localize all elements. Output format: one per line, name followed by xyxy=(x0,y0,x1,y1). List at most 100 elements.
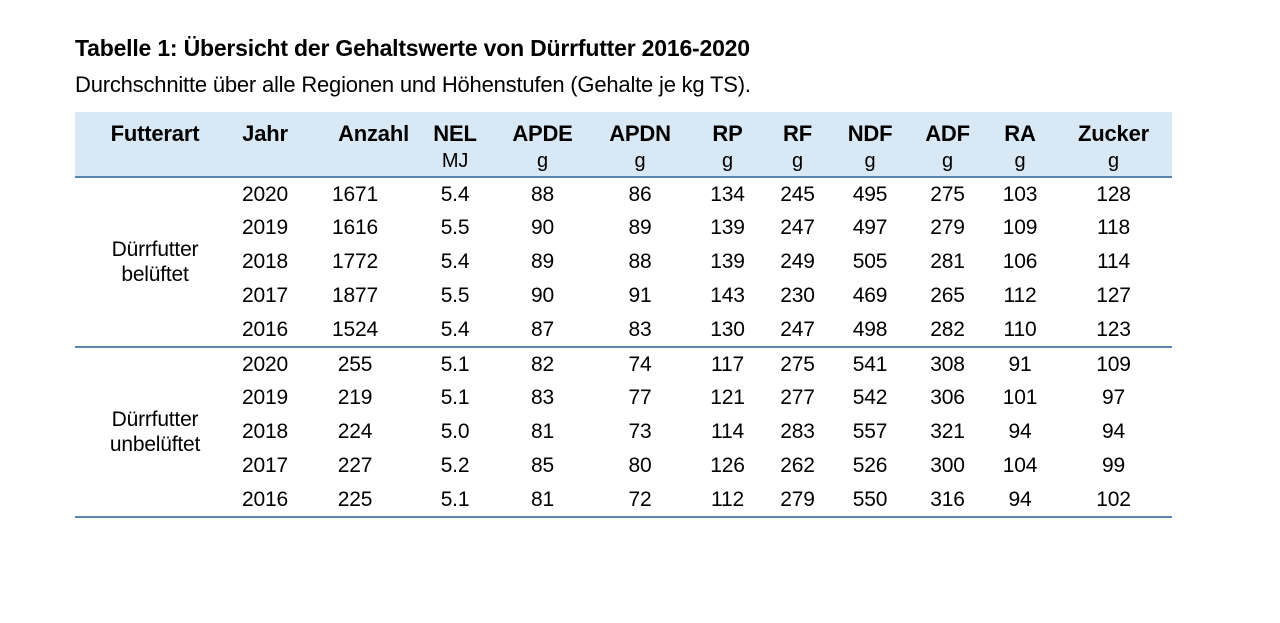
cell-zucker: 114 xyxy=(1097,250,1130,273)
document-page: Tabelle 1: Übersicht der Gehaltswerte vo… xyxy=(75,35,1172,518)
unit-zucker: g xyxy=(1055,150,1172,178)
feed-values-table: Futterart Jahr Anzahl NEL APDE APDN RP R… xyxy=(75,112,1172,518)
column-header-apdn: APDN xyxy=(590,112,690,150)
table-subtitle: Durchschnitte über alle Regionen und Höh… xyxy=(75,72,751,97)
cell-apdn: 89 xyxy=(628,216,652,239)
row-group-label-line: unbelüftet xyxy=(109,433,201,456)
cell-rp: 126 xyxy=(710,454,745,477)
row-group-label: Dürrfutter belüftet xyxy=(75,177,235,347)
cell-nel: 5.2 xyxy=(440,454,470,477)
cell-nel: 5.4 xyxy=(440,250,470,273)
unit-adf: g xyxy=(910,150,985,178)
cell-zucker: 123 xyxy=(1096,317,1131,341)
unit-rf: g xyxy=(765,150,830,178)
cell-ra: 109 xyxy=(1002,216,1038,239)
cell-apdn: 73 xyxy=(628,420,652,443)
cell-jahr: 2017 xyxy=(242,454,288,477)
table-row: 2019 1616 5.5 90 89 139 247 497 279 109 … xyxy=(75,211,1172,245)
header-units-row: MJ g g g g g g g g xyxy=(75,150,1172,178)
cell-rp: 130 xyxy=(710,317,745,341)
cell-apde: 85 xyxy=(531,454,554,477)
cell-apdn: 74 xyxy=(628,352,652,376)
cell-rf: 283 xyxy=(780,420,815,443)
header-labels-row: Futterart Jahr Anzahl NEL APDE APDN RP R… xyxy=(75,112,1172,150)
cell-adf: 321 xyxy=(930,420,965,443)
column-header-nel: NEL xyxy=(415,112,495,150)
cell-anzahl: 219 xyxy=(337,386,373,409)
cell-rp: 139 xyxy=(710,216,745,239)
cell-ndf: 526 xyxy=(852,454,888,477)
cell-ndf: 495 xyxy=(852,182,888,206)
cell-nel: 5.5 xyxy=(440,284,470,307)
column-header-rf: RF xyxy=(765,112,830,150)
unit-rp: g xyxy=(690,150,765,178)
cell-rp: 143 xyxy=(710,284,745,307)
row-group-label-line: Dürrfutter xyxy=(111,408,199,431)
cell-anzahl: 1772 xyxy=(332,250,378,273)
cell-apdn: 83 xyxy=(628,317,652,341)
cell-ndf: 469 xyxy=(852,284,888,307)
cell-ra: 101 xyxy=(1002,386,1038,409)
cell-rf: 249 xyxy=(780,250,815,273)
cell-anzahl: 225 xyxy=(337,487,373,511)
row-group-label-line: Dürrfutter xyxy=(111,238,199,261)
column-header-jahr: Jahr xyxy=(235,112,295,150)
cell-apde: 82 xyxy=(531,352,554,376)
cell-adf: 306 xyxy=(930,386,965,409)
cell-rp: 114 xyxy=(711,420,744,443)
unit-ra: g xyxy=(985,150,1055,178)
table-row: 2016 1524 5.4 87 83 130 247 498 282 110 … xyxy=(75,313,1172,347)
unit-nel: MJ xyxy=(415,150,495,178)
cell-anzahl: 1877 xyxy=(332,284,378,307)
cell-jahr: 2019 xyxy=(242,216,288,239)
cell-nel: 5.1 xyxy=(440,487,470,511)
cell-ndf: 541 xyxy=(852,352,888,376)
cell-apde: 90 xyxy=(531,216,554,239)
cell-ra: 112 xyxy=(1003,284,1037,307)
cell-rp: 112 xyxy=(711,487,744,511)
cell-ndf: 542 xyxy=(852,386,888,409)
table-row: 2017 227 5.2 85 80 126 262 526 300 104 9… xyxy=(75,449,1172,483)
cell-apde: 89 xyxy=(531,250,554,273)
cell-ra: 106 xyxy=(1002,250,1038,273)
unit-futterart xyxy=(75,150,235,178)
cell-apdn: 77 xyxy=(628,386,652,409)
table-row: 2017 1877 5.5 90 91 143 230 469 265 112 … xyxy=(75,279,1172,313)
cell-ndf: 497 xyxy=(852,216,888,239)
column-header-anzahl: Anzahl xyxy=(295,112,415,150)
cell-zucker: 97 xyxy=(1102,386,1125,409)
cell-nel: 5.1 xyxy=(440,386,470,409)
cell-ra: 94 xyxy=(1008,420,1032,443)
cell-rf: 277 xyxy=(780,386,815,409)
section-unbeluftet: Dürrfutter unbelüftet 2020 255 5.1 82 74… xyxy=(75,347,1172,517)
cell-anzahl: 1524 xyxy=(332,317,378,341)
column-header-ra: RA xyxy=(985,112,1055,150)
cell-ra: 91 xyxy=(1008,352,1032,376)
cell-nel: 5.4 xyxy=(440,317,470,341)
cell-adf: 265 xyxy=(930,284,965,307)
cell-apdn: 91 xyxy=(628,284,652,307)
cell-jahr: 2017 xyxy=(242,284,288,307)
cell-apde: 87 xyxy=(531,317,554,341)
cell-nel: 5.5 xyxy=(440,216,470,239)
cell-adf: 279 xyxy=(930,216,965,239)
cell-adf: 281 xyxy=(930,250,965,273)
cell-nel: 5.0 xyxy=(440,420,470,443)
cell-anzahl: 1671 xyxy=(332,182,378,206)
cell-rf: 247 xyxy=(780,216,815,239)
cell-rp: 121 xyxy=(710,386,745,409)
cell-anzahl: 224 xyxy=(337,420,373,443)
cell-ra: 94 xyxy=(1008,487,1032,511)
table-row: Dürrfutter belüftet 2020 1671 5.4 88 86 … xyxy=(75,177,1172,287)
cell-rf: 230 xyxy=(780,284,815,307)
cell-ndf: 505 xyxy=(852,250,888,273)
cell-jahr: 2016 xyxy=(242,317,288,341)
cell-jahr: 2016 xyxy=(242,487,288,511)
cell-apde: 88 xyxy=(531,182,554,206)
cell-jahr: 2020 xyxy=(242,352,288,376)
cell-nel: 5.1 xyxy=(440,352,470,376)
column-header-zucker: Zucker xyxy=(1055,112,1172,150)
section-beluftet: Dürrfutter belüftet 2020 1671 5.4 88 86 … xyxy=(75,177,1172,347)
table-row: Dürrfutter unbelüftet 2020 255 5.1 82 74… xyxy=(75,347,1172,457)
cell-ra: 110 xyxy=(1003,317,1037,341)
